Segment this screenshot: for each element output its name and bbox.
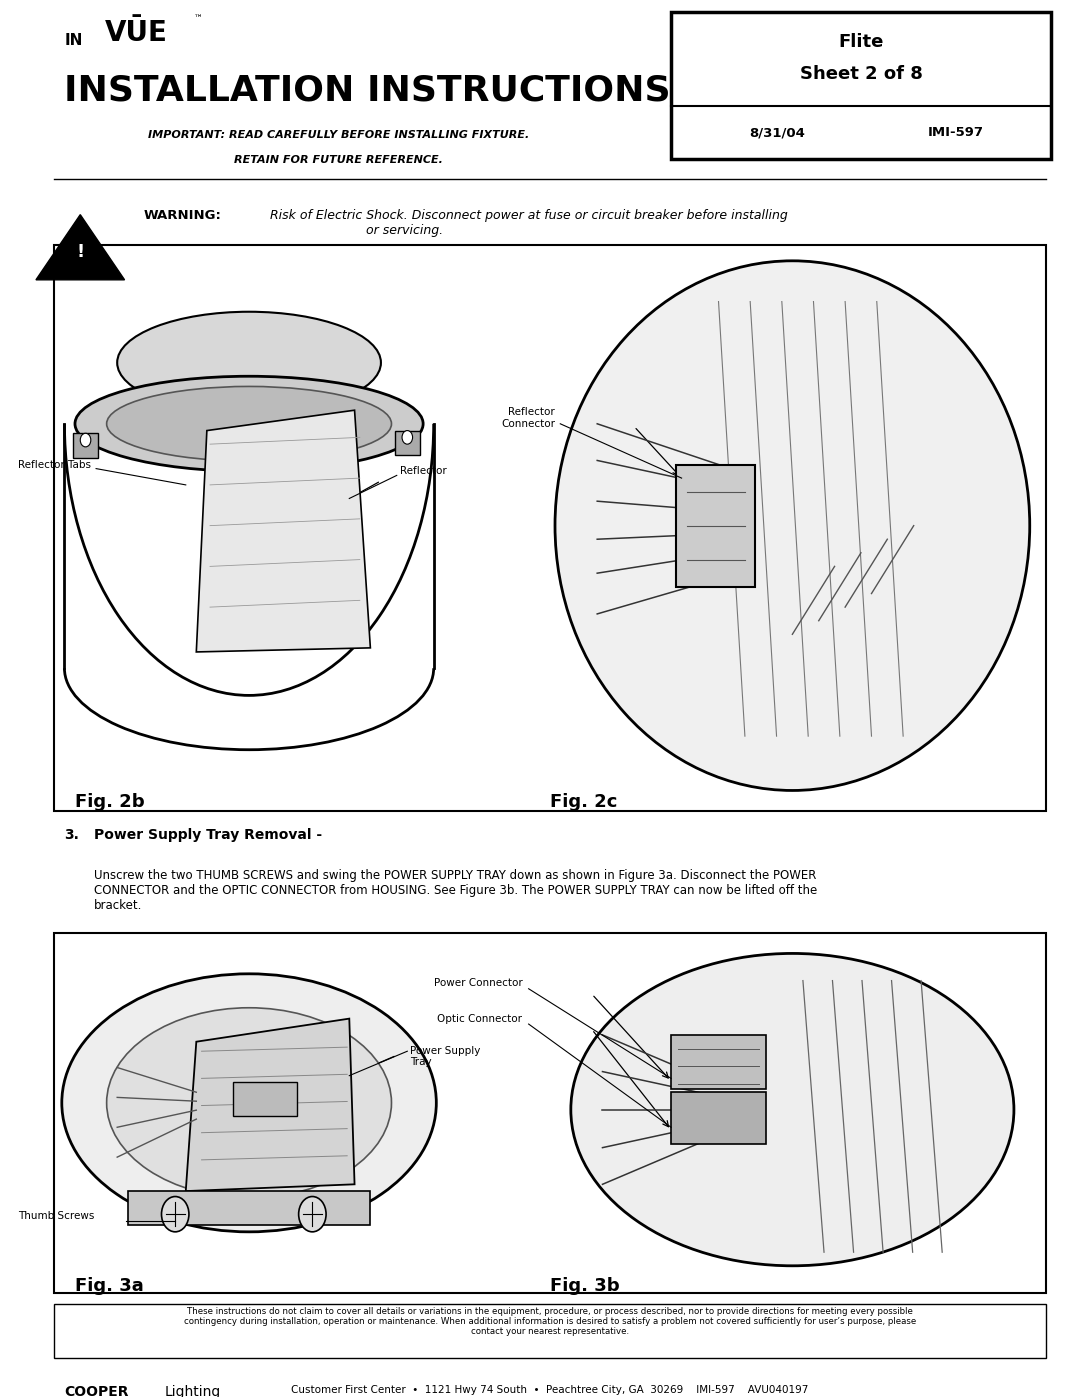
Ellipse shape: [62, 974, 436, 1232]
Text: RETAIN FOR FUTURE REFERENCE.: RETAIN FOR FUTURE REFERENCE.: [234, 155, 443, 165]
Text: Sheet 2 of 8: Sheet 2 of 8: [799, 64, 922, 82]
Ellipse shape: [75, 376, 423, 471]
Text: IMI-597: IMI-597: [928, 126, 984, 140]
Text: Fig. 2b: Fig. 2b: [75, 793, 145, 812]
Text: Fig. 3a: Fig. 3a: [75, 1277, 144, 1295]
Ellipse shape: [107, 1007, 391, 1197]
Text: VŪE: VŪE: [105, 20, 167, 47]
Polygon shape: [62, 1375, 78, 1391]
FancyBboxPatch shape: [54, 933, 1045, 1294]
FancyBboxPatch shape: [676, 465, 755, 587]
Text: Power Supply
Tray: Power Supply Tray: [410, 1046, 481, 1067]
Text: These instructions do not claim to cover all details or variations in the equipm: These instructions do not claim to cover…: [184, 1306, 916, 1337]
Circle shape: [402, 430, 413, 444]
Text: Reflector
Connector: Reflector Connector: [501, 408, 555, 429]
Text: Power Connector: Power Connector: [433, 978, 523, 988]
Text: Customer First Center  •  1121 Hwy 74 South  •  Peachtree City, GA  30269    IMI: Customer First Center • 1121 Hwy 74 Sout…: [291, 1386, 809, 1396]
FancyBboxPatch shape: [127, 1192, 370, 1225]
Ellipse shape: [107, 387, 391, 461]
Text: Reflector: Reflector: [400, 467, 447, 476]
Text: Fig. 2c: Fig. 2c: [550, 793, 617, 812]
Text: Flite: Flite: [838, 32, 883, 50]
Polygon shape: [197, 411, 370, 652]
Polygon shape: [186, 1018, 354, 1192]
Text: WARNING:: WARNING:: [144, 210, 221, 222]
Text: Risk of Electric Shock. Disconnect power at fuse or circuit breaker before insta: Risk of Electric Shock. Disconnect power…: [270, 210, 788, 237]
Text: IMPORTANT: READ CAREFULLY BEFORE INSTALLING FIXTURE.: IMPORTANT: READ CAREFULLY BEFORE INSTALL…: [148, 130, 529, 141]
Text: !: !: [77, 243, 84, 261]
FancyBboxPatch shape: [394, 430, 420, 455]
Circle shape: [162, 1197, 189, 1232]
Circle shape: [80, 433, 91, 447]
Polygon shape: [36, 215, 124, 279]
FancyBboxPatch shape: [671, 13, 1051, 159]
Text: 8/31/04: 8/31/04: [750, 126, 806, 140]
Text: INSTALLATION INSTRUCTIONS: INSTALLATION INSTRUCTIONS: [65, 74, 671, 108]
Text: Fig. 3b: Fig. 3b: [550, 1277, 619, 1295]
FancyBboxPatch shape: [54, 244, 1045, 810]
Text: Power Supply Tray Removal -: Power Supply Tray Removal -: [94, 828, 322, 842]
Text: Optic Connector: Optic Connector: [437, 1014, 523, 1024]
FancyBboxPatch shape: [671, 1092, 766, 1144]
FancyBboxPatch shape: [671, 1035, 766, 1090]
Text: Lighting: Lighting: [164, 1386, 221, 1397]
FancyBboxPatch shape: [72, 433, 98, 458]
FancyBboxPatch shape: [233, 1083, 297, 1116]
Ellipse shape: [118, 312, 381, 414]
Circle shape: [299, 1197, 326, 1232]
Text: ™: ™: [194, 14, 203, 22]
Text: COOPER: COOPER: [65, 1386, 129, 1397]
Ellipse shape: [571, 953, 1014, 1266]
Text: Thumb Screws: Thumb Screws: [17, 1211, 94, 1221]
Text: IN: IN: [65, 32, 83, 47]
Ellipse shape: [555, 261, 1029, 791]
FancyBboxPatch shape: [54, 1303, 1045, 1358]
Text: Unscrew the two THUMB SCREWS and swing the POWER SUPPLY TRAY down as shown in Fi: Unscrew the two THUMB SCREWS and swing t…: [94, 869, 818, 912]
Text: 3.: 3.: [65, 828, 79, 842]
Text: Reflector Tabs: Reflector Tabs: [17, 460, 91, 469]
